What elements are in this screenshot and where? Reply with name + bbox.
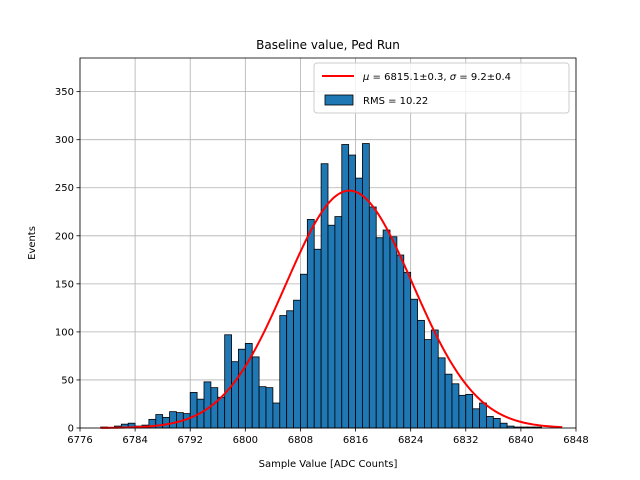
- histogram-bar: [417, 319, 425, 429]
- histogram-bar: [279, 315, 288, 429]
- legend-box: [313, 62, 570, 114]
- histogram-bar: [224, 334, 232, 429]
- x-tick-label: 6832: [453, 435, 478, 446]
- histogram-bar: [258, 386, 267, 429]
- histogram-bar: [499, 422, 508, 429]
- histogram-bar: [410, 298, 418, 429]
- histogram-bar: [210, 387, 219, 429]
- y-tick-label: 150: [55, 279, 74, 290]
- histogram-bar: [313, 248, 322, 429]
- histogram-bar: [458, 394, 467, 429]
- y-tick-label: 250: [55, 183, 74, 194]
- histogram-bar: [320, 163, 329, 429]
- histogram-bar: [169, 411, 177, 429]
- y-tick-label: 50: [61, 375, 74, 386]
- x-tick-label: 6848: [563, 435, 588, 446]
- x-tick-label: 6800: [233, 435, 258, 446]
- axes-frame: [79, 57, 577, 429]
- histogram-bar: [355, 177, 363, 429]
- legend: μ = 6815.1±0.3, σ = 9.2±0.4 RMS = 10.22: [313, 62, 570, 114]
- histogram-bar: [217, 396, 226, 429]
- x-axis-label: Sample Value [ADC Counts]: [259, 459, 398, 470]
- x-tick-label: 6808: [288, 435, 313, 446]
- histogram-bar: [300, 273, 308, 429]
- y-tick-label: 100: [55, 327, 74, 338]
- histogram-bar: [203, 381, 212, 429]
- histogram-bar: [444, 373, 453, 429]
- chart-title: Baseline value, Ped Run: [256, 38, 400, 52]
- histogram-bar: [189, 392, 198, 429]
- histogram-bar: [327, 224, 336, 429]
- histogram-bar: [251, 356, 260, 429]
- y-tick-label: 350: [55, 87, 74, 98]
- x-axis-ticks: 6776 6784 6792 6800 6808 6816 6824 6832 6840 6848: [67, 428, 589, 446]
- y-tick-label: 200: [55, 231, 74, 242]
- histogram-bar: [479, 402, 487, 429]
- histogram-bar: [334, 216, 343, 429]
- histogram-bar: [272, 402, 281, 429]
- y-tick-label: 300: [55, 135, 74, 146]
- histogram-bar: [348, 154, 356, 429]
- y-axis-label: Events: [27, 226, 38, 260]
- legend-fit-label: μ = 6815.1±0.3, σ = 9.2±0.4: [362, 72, 511, 83]
- x-tick-label: 6776: [67, 435, 92, 446]
- histogram-bar: [430, 329, 439, 429]
- histogram-bar: [231, 361, 239, 429]
- histogram-bar: [451, 383, 460, 429]
- histogram-bar: [472, 408, 480, 429]
- x-tick-label: 6824: [398, 435, 423, 446]
- legend-hist-label: RMS = 10.22: [363, 96, 428, 107]
- histogram-bar: [465, 393, 474, 429]
- x-tick-label: 6792: [177, 435, 202, 446]
- y-axis-ticks: 0 50 100 150 200 250 300 350: [55, 87, 80, 435]
- histogram-bar: [375, 237, 384, 429]
- x-tick-label: 6840: [508, 435, 533, 446]
- histogram-bar: [382, 229, 391, 429]
- x-tick-label: 6816: [343, 435, 368, 446]
- histogram-bar: [238, 348, 246, 429]
- histogram-bar: [424, 339, 432, 429]
- histogram-bar: [486, 416, 494, 429]
- histogram-bar: [403, 271, 412, 429]
- x-tick-label: 6784: [122, 435, 147, 446]
- histogram-bar: [341, 144, 350, 429]
- histogram-bar: [265, 387, 274, 429]
- histogram-bar: [286, 310, 294, 429]
- histogram-bar: [492, 417, 501, 429]
- histogram-bar: [437, 357, 446, 429]
- histogram-bar: [368, 206, 377, 429]
- histogram-bar: [389, 236, 398, 429]
- gaussian-fit-curve-group: [100, 189, 563, 429]
- histogram-bar: [162, 417, 170, 429]
- histogram-bar: [362, 143, 370, 429]
- histogram-bars: [100, 143, 542, 429]
- histogram-bar: [306, 219, 315, 429]
- legend-hist-swatch: [324, 94, 354, 106]
- histogram-bar: [396, 254, 405, 429]
- y-tick-label: 0: [68, 424, 74, 435]
- histogram-bar: [293, 299, 301, 429]
- gaussian-fit-curve: [100, 189, 563, 429]
